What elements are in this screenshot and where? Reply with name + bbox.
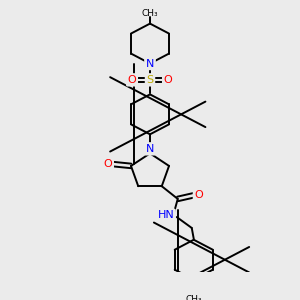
Text: O: O <box>103 159 112 169</box>
Text: HN: HN <box>158 210 174 220</box>
Text: CH₃: CH₃ <box>142 9 158 18</box>
Text: O: O <box>194 190 203 200</box>
Text: O: O <box>164 75 172 85</box>
Text: S: S <box>146 75 154 85</box>
Text: N: N <box>146 144 154 154</box>
Text: CH₃: CH₃ <box>185 295 202 300</box>
Text: O: O <box>128 75 136 85</box>
Text: N: N <box>146 58 154 68</box>
